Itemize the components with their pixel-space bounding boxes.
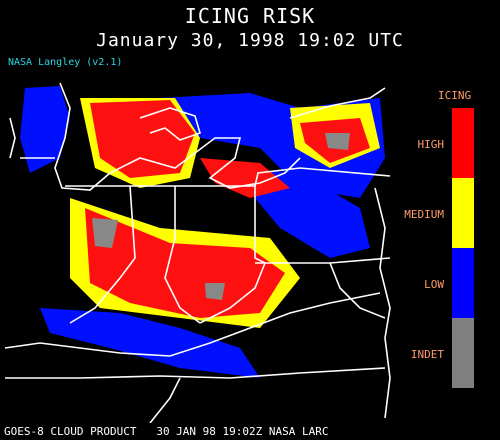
state-boundary (9, 117, 16, 159)
credit-label: NASA Langley (v2.1) (8, 57, 123, 68)
state-boundary (65, 185, 136, 324)
high-area (90, 100, 195, 178)
high-area (85, 208, 285, 318)
indet-area (92, 218, 118, 248)
legend-label-indet: INDET (410, 348, 444, 361)
legend-label-high: HIGH (417, 138, 445, 151)
legend-label-low: LOW (424, 278, 444, 291)
great-lakes-shore (54, 82, 301, 191)
state-boundary (149, 377, 181, 423)
boundary-lines (4, 82, 391, 423)
state-boundary (130, 185, 266, 264)
legend-swatch-medium (452, 178, 474, 248)
low-area (20, 86, 70, 173)
map-title: ICING RISK (184, 4, 316, 28)
legend-title: ICING (438, 89, 472, 102)
indet-area (205, 283, 225, 300)
legend-label-medium: MEDIUM (404, 208, 444, 221)
indet-area (325, 133, 350, 150)
state-boundary (5, 367, 386, 379)
icing-areas (20, 86, 385, 378)
lake-shore (289, 87, 386, 119)
state-boundary (329, 262, 386, 319)
low-area (40, 308, 260, 378)
legend-swatch-high (452, 108, 474, 178)
legend-swatch-low (452, 248, 474, 318)
state-boundary (199, 262, 266, 324)
coastline (374, 187, 391, 419)
state-boundary (4, 292, 381, 357)
state-boundary (164, 186, 201, 324)
legend-swatch-indet (452, 318, 474, 388)
state-boundary (254, 167, 391, 187)
map-timestamp: January 30, 1998 19:02 UTC (96, 30, 404, 51)
icing-risk-map (0, 78, 420, 423)
footer-caption: GOES-8 CLOUD PRODUCT 30 JAN 98 19:02Z NA… (4, 425, 329, 438)
lake-shore (139, 107, 201, 141)
